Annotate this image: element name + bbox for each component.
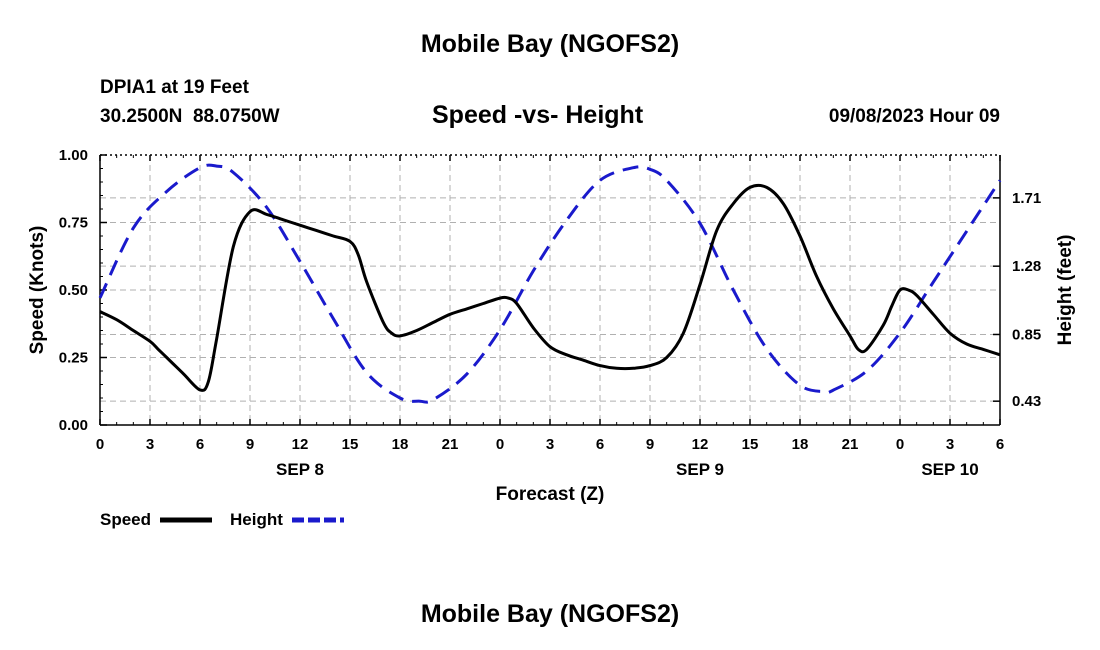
y-tick-label-left: 0.75: [59, 215, 88, 232]
x-axis-title: Forecast (Z): [496, 484, 605, 505]
x-tick-label: 0: [896, 436, 904, 453]
x-tick-label: 18: [792, 436, 809, 453]
x-tick-label: 3: [946, 436, 954, 453]
date-label: SEP 8: [276, 460, 324, 479]
y-tick-label-left: 0.00: [59, 417, 88, 434]
y-tick-label-right: 0.43: [1012, 393, 1041, 410]
x-tick-label: 3: [146, 436, 154, 453]
footer-title: Mobile Bay (NGOFS2): [420, 600, 680, 628]
timestamp-label: 09/08/2023 Hour 09: [828, 106, 1000, 127]
chart-subtitle: Speed -vs- Height: [432, 101, 644, 129]
y-tick-label-right: 1.71: [1012, 190, 1041, 207]
speed-series-line: [99, 183, 1001, 392]
x-tick-label: 12: [692, 436, 709, 453]
legend-speed-label: Speed: [100, 510, 151, 529]
y-axis-title-left: Speed (Knots): [27, 226, 48, 355]
x-tick-label: 6: [996, 436, 1004, 453]
x-tick-label: 9: [646, 436, 654, 453]
x-tick-label: 18: [392, 436, 409, 453]
x-tick-label: 15: [342, 436, 359, 453]
y-tick-label-right: 0.85: [1012, 326, 1041, 343]
x-tick-label: 0: [496, 436, 504, 453]
y-axis-title-right: Height (feet): [1055, 235, 1076, 346]
x-tick-label: 21: [442, 436, 459, 453]
x-tick-label: 3: [546, 436, 554, 453]
x-tick-label: 15: [742, 436, 759, 453]
x-tick-label: 12: [292, 436, 309, 453]
y-tick-label-left: 0.50: [59, 282, 88, 299]
x-tick-label: 21: [842, 436, 859, 453]
coordinates-label: 30.2500N 88.0750W: [100, 106, 280, 127]
x-tick-label: 6: [196, 436, 204, 453]
legend-height-label: Height: [230, 510, 283, 529]
y-tick-label-left: 0.25: [59, 350, 88, 367]
x-tick-label: 9: [246, 436, 254, 453]
x-tick-label: 6: [596, 436, 604, 453]
height-series-line: [98, 163, 1002, 404]
x-tick-label: 0: [96, 436, 104, 453]
chart-title: Mobile Bay (NGOFS2): [420, 30, 680, 58]
y-tick-label-left: 1.00: [59, 147, 88, 164]
date-label: SEP 9: [676, 460, 724, 479]
date-label: SEP 10: [921, 460, 978, 479]
station-label: DPIA1 at 19 Feet: [100, 77, 249, 98]
y-tick-label-right: 1.28: [1012, 258, 1041, 275]
